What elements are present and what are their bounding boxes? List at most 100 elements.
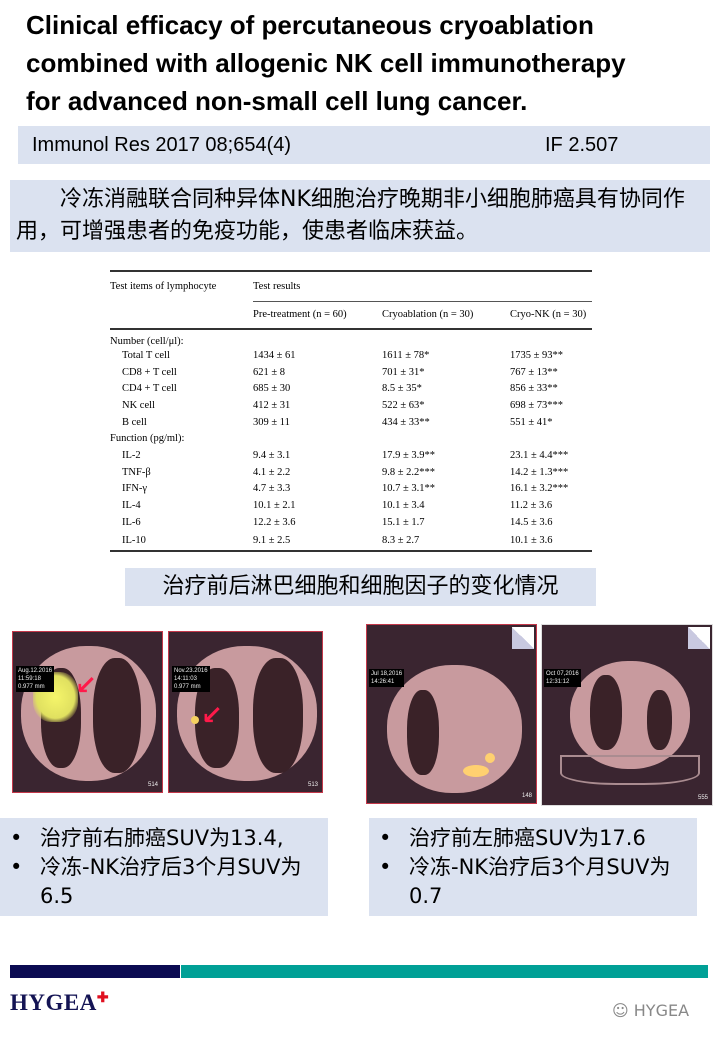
header-group: Test results	[253, 271, 592, 302]
cell-value: 10.1 ± 3.6	[510, 530, 592, 552]
section-label: Number (cell/μl):	[110, 336, 184, 347]
row-label: IL-2	[122, 449, 141, 461]
row-label: IFN-γ	[122, 483, 148, 495]
bullet-item: 冷冻-NK治疗后3个月SUV为6.5	[0, 853, 328, 911]
ct-image-pre-left: Jul 18,2016 14:26:41 148	[366, 624, 537, 804]
table-row: NK cell 412 ± 31 522 ± 63* 698 ± 73***	[110, 397, 592, 414]
table-row: IL-10 9.1 ± 2.5 8.3 ± 2.7 10.1 ± 3.6	[110, 530, 592, 552]
ct-image-pre-right: Aug.12.2016 11:59:18 0.977 mm ↙ 514	[12, 631, 163, 793]
citation-bar: Immunol Res 2017 08;654(4) IF 2.507	[18, 126, 710, 164]
table-row: IL-6 12.2 ± 3.6 15.1 ± 1.7 14.5 ± 3.6	[110, 514, 592, 531]
bullet-box-left: 治疗前右肺癌SUV为13.4,冷冻-NK治疗后3个月SUV为6.5	[0, 818, 328, 916]
cell-value: 14.2 ± 1.3***	[510, 466, 569, 478]
corner-marker	[512, 627, 534, 649]
journal-reference: Immunol Res 2017 08;654(4)	[32, 134, 292, 156]
cell-value: 16.1 ± 3.2***	[510, 483, 569, 495]
table-row: IFN-γ 4.7 ± 3.3 10.7 ± 3.1** 16.1 ± 3.2***	[110, 481, 592, 498]
section-row: Number (cell/μl):	[110, 329, 592, 347]
row-label: B cell	[122, 416, 147, 428]
row-label: TNF-β	[122, 466, 151, 478]
red-cross-icon: ✚	[96, 991, 110, 1006]
table-caption: 治疗前后淋巴细胞和细胞因子的变化情况	[125, 568, 596, 606]
title-line: Clinical efficacy of percutaneous cryoab…	[26, 10, 594, 40]
slice-number: 514	[147, 782, 158, 788]
ct-image-post-right: Nov.23.2016 14:11:03 0.977 mm ↙ 513	[168, 631, 323, 793]
row-label: NK cell	[122, 399, 155, 411]
impact-factor: IF 2.507	[545, 134, 619, 156]
cell-value: 412 ± 31	[253, 399, 291, 411]
cell-value: 1735 ± 93**	[510, 349, 564, 361]
cell-value: 698 ± 73***	[510, 399, 564, 411]
row-label: IL-6	[122, 516, 141, 528]
section-row: Function (pg/ml):	[110, 430, 592, 447]
cell-value: 767 ± 13**	[510, 366, 558, 378]
ct-image-post-left: Oct 07,2016 12:31:12 555	[541, 624, 713, 806]
bullet-item: 冷冻-NK治疗后3个月SUV为0.7	[369, 853, 697, 911]
column-header: Cryo-NK (n = 30)	[510, 309, 587, 321]
column-header: Pre-treatment (n = 60)	[253, 309, 347, 321]
wechat-icon: ☺	[612, 1001, 634, 1020]
slice-number: 148	[521, 793, 532, 799]
cell-value: 701 ± 31*	[382, 366, 425, 378]
timestamp: Aug.12.2016 11:59:18 0.977 mm	[16, 666, 55, 692]
bullet-item: 治疗前左肺癌SUV为17.6	[369, 824, 697, 853]
cell-value: 11.2 ± 3.6	[510, 500, 553, 512]
cell-value: 522 ± 63*	[382, 399, 425, 411]
footer-bar-teal	[181, 965, 708, 978]
table-row: IL-4 10.1 ± 2.1 10.1 ± 3.4 11.2 ± 3.6	[110, 497, 592, 514]
slice-number: 513	[307, 782, 318, 788]
cell-value: 12.2 ± 3.6	[253, 516, 296, 528]
bullet-box-right: 治疗前左肺癌SUV为17.6冷冻-NK治疗后3个月SUV为0.7	[369, 818, 697, 916]
watermark: ☺ HYGEA	[612, 1001, 690, 1020]
cell-value: 551 ± 41*	[510, 416, 553, 428]
cell-value: 4.7 ± 3.3	[253, 483, 291, 495]
table-row: IL-2 9.4 ± 3.1 17.9 ± 3.9** 23.1 ± 4.4***	[110, 447, 592, 464]
summary-box: 冷冻消融联合同种异体NK细胞治疗晚期非小细胞肺癌具有协同作用，可增强患者的免疫功…	[10, 180, 710, 252]
summary-text: 冷冻消融联合同种异体NK细胞治疗晚期非小细胞肺癌具有协同作用，可增强患者的免疫功…	[16, 187, 685, 244]
timestamp: Jul 18,2016 14:26:41	[369, 669, 405, 687]
slice-number: 555	[697, 795, 708, 801]
title-line: combined with allogenic NK cell immunoth…	[26, 48, 626, 78]
cell-value: 23.1 ± 4.4***	[510, 449, 569, 461]
cell-value: 9.8 ± 2.2***	[382, 466, 436, 478]
cell-value: 4.1 ± 2.2	[253, 466, 291, 478]
cell-value: 9.1 ± 2.5	[253, 530, 382, 552]
cell-value: 8.5 ± 35*	[382, 383, 422, 395]
column-header: Cryoablation (n = 30)	[382, 309, 474, 321]
cell-value: 621 ± 8	[253, 366, 286, 378]
cell-value: 856 ± 33**	[510, 383, 558, 395]
corner-marker	[688, 627, 710, 649]
cell-value: 10.1 ± 3.4	[382, 500, 425, 512]
row-label: CD8 + T cell	[122, 366, 177, 378]
cell-value: 434 ± 33**	[382, 416, 430, 428]
cell-value: 10.1 ± 2.1	[253, 500, 296, 512]
cell-value: 17.9 ± 3.9**	[382, 449, 436, 461]
timestamp: Nov.23.2016 14:11:03 0.977 mm	[172, 666, 210, 692]
row-label: Total T cell	[122, 349, 170, 361]
section-label: Function (pg/ml):	[110, 433, 185, 445]
cell-value: 10.7 ± 3.1**	[382, 483, 436, 495]
row-label: IL-4	[122, 500, 141, 512]
table-row: CD8 + T cell 621 ± 8 701 ± 31* 767 ± 13**	[110, 364, 592, 381]
cell-value: 1434 ± 61	[253, 349, 296, 361]
title-line: for advanced non-small cell lung cancer.	[26, 86, 528, 116]
bullet-item: 治疗前右肺癌SUV为13.4,	[0, 824, 328, 853]
slide-title: Clinical efficacy of percutaneous cryoab…	[26, 6, 720, 120]
table-row: CD4 + T cell 685 ± 30 8.5 ± 35* 856 ± 33**	[110, 380, 592, 397]
hygea-logo: HYGEA✚	[10, 990, 110, 1015]
table-row: B cell 309 ± 11 434 ± 33** 551 ± 41*	[110, 414, 592, 431]
cell-value: 309 ± 11	[253, 416, 290, 428]
row-label: CD4 + T cell	[122, 383, 177, 395]
cell-value: 1611 ± 78*	[382, 349, 430, 361]
cell-value: 8.3 ± 2.7	[382, 530, 510, 552]
results-table: Test items of lymphocyte Test results Pre…	[110, 270, 592, 552]
cell-value: 685 ± 30	[253, 383, 291, 395]
cell-value: 15.1 ± 1.7	[382, 516, 425, 528]
table-row: TNF-β 4.1 ± 2.2 9.8 ± 2.2*** 14.2 ± 1.3***	[110, 464, 592, 481]
header-col1: Test items of lymphocyte	[110, 281, 217, 292]
footer-bar-navy	[10, 965, 180, 978]
arrow-icon: ↙	[201, 700, 223, 730]
arrow-icon: ↙	[75, 670, 97, 700]
cell-value: 14.5 ± 3.6	[510, 516, 553, 528]
row-label: IL-10	[110, 530, 253, 552]
